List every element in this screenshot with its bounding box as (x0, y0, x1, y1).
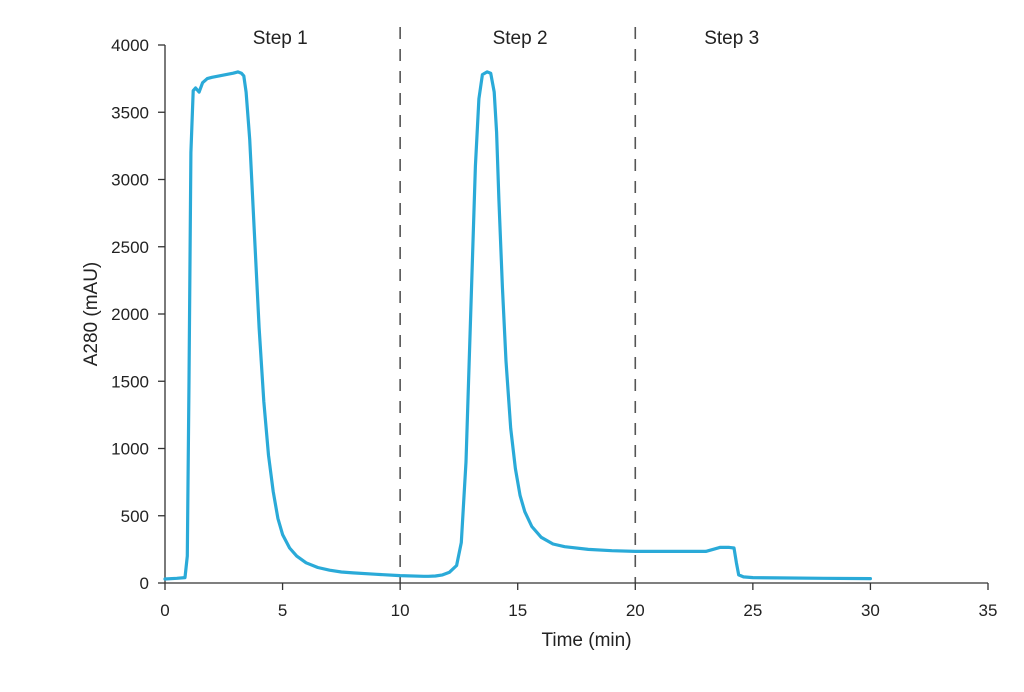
y-axis-title: A280 (mAU) (81, 262, 102, 367)
y-tick-label: 500 (121, 507, 149, 526)
x-tick-label: 35 (979, 601, 998, 620)
step-labels: Step 1 Step 2 Step 3 (253, 28, 759, 49)
y-tick-label: 1000 (111, 440, 149, 459)
x-tick-label: 30 (861, 601, 880, 620)
axes (164, 45, 988, 584)
y-tick-label: 1500 (111, 372, 149, 391)
y-tick-label: 3000 (111, 171, 149, 190)
x-tick-label: 10 (391, 601, 410, 620)
x-tick-label: 20 (626, 601, 645, 620)
step-label: Step 1 (253, 28, 308, 49)
y-tick-label: 0 (140, 574, 149, 593)
x-axis-title: Time (min) (541, 630, 631, 651)
series-line (163, 70, 873, 581)
y-tick-label: 3500 (111, 103, 149, 122)
step-label: Step 2 (493, 28, 548, 49)
y-tick-label: 2500 (111, 238, 149, 257)
x-tick-label: 25 (743, 601, 762, 620)
x-axis-ticks: 0 5 10 15 20 25 30 35 (160, 583, 997, 620)
y-axis-ticks: 0 500 1000 1500 2000 2500 3000 3500 4000 (111, 36, 165, 593)
x-tick-label: 0 (160, 601, 169, 620)
series-layer (163, 70, 873, 581)
y-tick-label: 2000 (111, 305, 149, 324)
x-tick-label: 15 (508, 601, 527, 620)
step-dividers (399, 27, 637, 583)
y-tick-label: 4000 (111, 36, 149, 55)
step-label: Step 3 (704, 28, 759, 49)
x-tick-label: 5 (278, 601, 287, 620)
